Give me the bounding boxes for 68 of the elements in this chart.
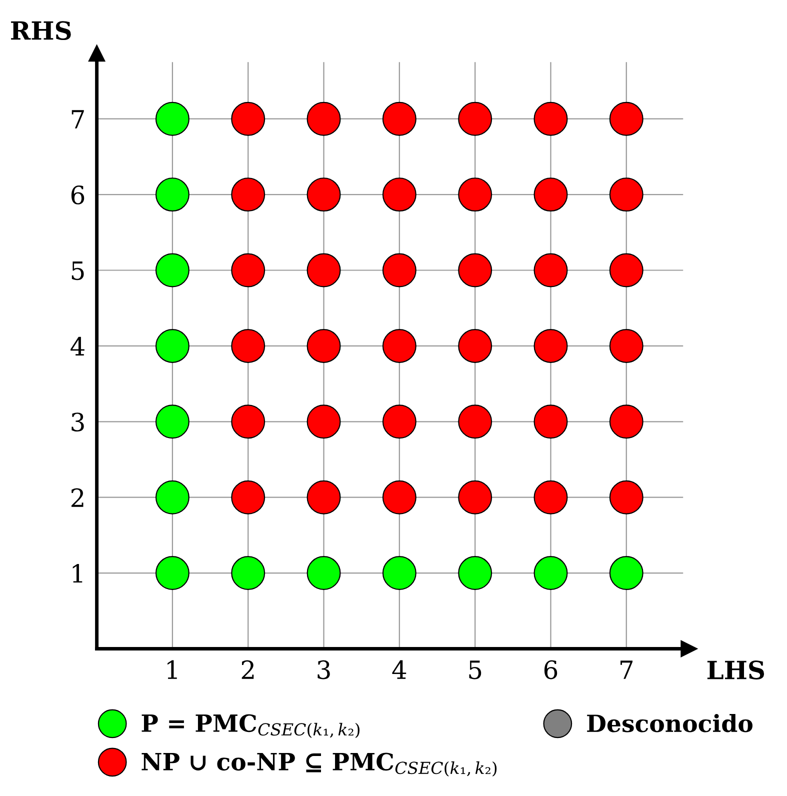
point [458,404,492,439]
point [306,178,341,212]
point [306,328,341,363]
point [155,328,190,363]
point [609,480,644,514]
point [534,480,568,514]
x-tick-label: 7 [620,660,633,679]
legend-label: P = PMC$_{CSEC(k₁,k₂)}$ [142,714,360,738]
legend-label: NP ∪ co-NP ⊆ PMC$_{CSEC(k₁,k₂)}$ [142,752,497,776]
point [231,328,266,363]
point [231,102,266,136]
point [458,102,492,136]
point [609,102,644,136]
point [382,404,416,439]
point [382,328,416,363]
x-axis-title: LHS [707,660,764,680]
x-tick-label: 6 [544,660,558,680]
point [155,102,190,136]
point [458,480,492,514]
point [155,404,190,439]
point [155,178,190,212]
point [534,178,568,212]
x-tick-label: 2 [242,660,254,679]
y-tick-label: 2 [71,488,84,507]
y-axis-title: RHS [11,21,71,40]
point [458,253,492,288]
point [306,556,341,590]
point [382,102,416,136]
point [534,253,568,288]
x-tick-label: 5 [469,660,482,680]
point [609,556,644,590]
y-tick-label: 7 [72,110,84,128]
x-tick-label: 4 [392,660,406,679]
y-tick-label: 5 [72,262,84,280]
point [231,178,266,212]
point [534,328,568,363]
point [534,556,568,590]
legend-label: Desconocido [587,714,752,732]
x-tick-label: 3 [318,660,330,680]
y-tick-label: 4 [70,336,84,356]
point [155,556,190,590]
point [609,328,644,363]
point [231,480,266,514]
point [609,178,644,212]
point [534,404,568,439]
y-tick-label: 3 [72,412,84,432]
point [458,178,492,212]
point [609,404,644,439]
point [458,556,492,590]
point [306,102,341,136]
point [609,253,644,288]
point [306,480,341,514]
point [306,404,341,439]
x-tick-label: 1 [168,660,177,679]
point [155,480,190,514]
y-tick-label: 6 [71,186,84,204]
point [534,102,568,136]
point [382,178,416,212]
point [231,556,266,590]
point [382,480,416,514]
point [231,253,266,288]
y-tick-label: 1 [72,564,82,583]
point [382,253,416,288]
point [231,404,266,439]
point [458,328,492,363]
point [306,253,341,288]
point [382,556,416,590]
point [155,253,190,288]
